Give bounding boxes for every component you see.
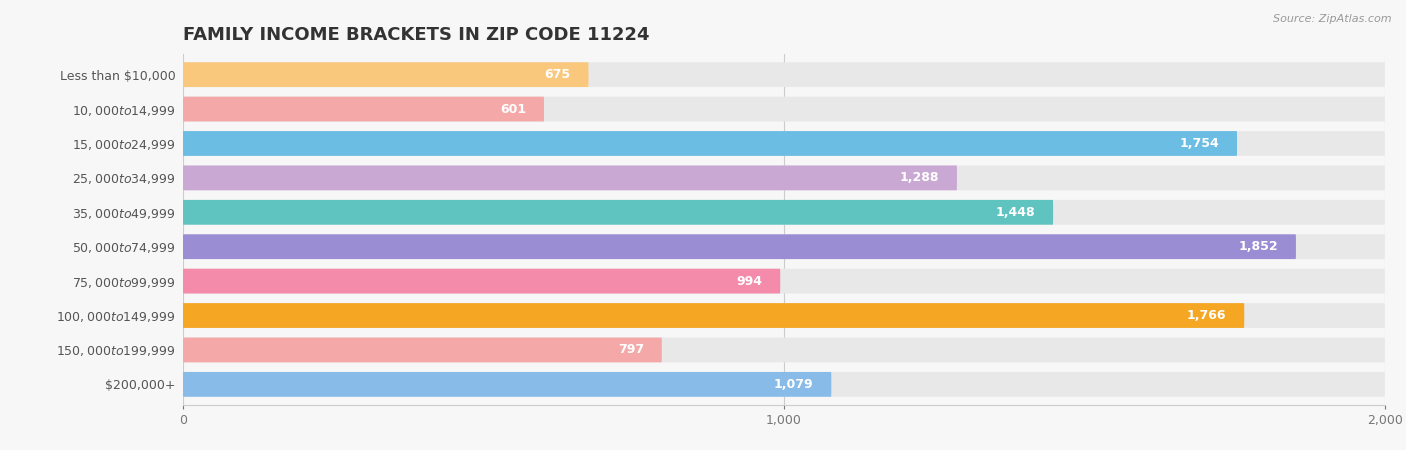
Text: 1,754: 1,754 — [1180, 137, 1219, 150]
FancyBboxPatch shape — [183, 166, 957, 190]
FancyBboxPatch shape — [183, 234, 1385, 259]
Text: FAMILY INCOME BRACKETS IN ZIP CODE 11224: FAMILY INCOME BRACKETS IN ZIP CODE 11224 — [183, 26, 650, 44]
Text: 1,766: 1,766 — [1187, 309, 1226, 322]
FancyBboxPatch shape — [183, 97, 1385, 122]
FancyBboxPatch shape — [183, 200, 1385, 225]
FancyBboxPatch shape — [183, 303, 1385, 328]
FancyBboxPatch shape — [183, 97, 544, 122]
Text: 1,448: 1,448 — [995, 206, 1035, 219]
Text: 994: 994 — [737, 274, 762, 288]
FancyBboxPatch shape — [183, 372, 1385, 397]
FancyBboxPatch shape — [183, 338, 1385, 362]
Text: 1,288: 1,288 — [900, 171, 939, 184]
Text: Source: ZipAtlas.com: Source: ZipAtlas.com — [1274, 14, 1392, 23]
Text: 797: 797 — [617, 343, 644, 356]
FancyBboxPatch shape — [183, 62, 1385, 87]
FancyBboxPatch shape — [183, 166, 1385, 190]
FancyBboxPatch shape — [183, 200, 1053, 225]
FancyBboxPatch shape — [183, 131, 1385, 156]
FancyBboxPatch shape — [183, 338, 662, 362]
FancyBboxPatch shape — [183, 372, 831, 397]
FancyBboxPatch shape — [183, 269, 1385, 293]
FancyBboxPatch shape — [183, 269, 780, 293]
Text: 1,852: 1,852 — [1239, 240, 1278, 253]
FancyBboxPatch shape — [183, 131, 1237, 156]
Text: 675: 675 — [544, 68, 571, 81]
FancyBboxPatch shape — [183, 62, 589, 87]
Text: 1,079: 1,079 — [773, 378, 813, 391]
Text: 601: 601 — [501, 103, 526, 116]
FancyBboxPatch shape — [183, 303, 1244, 328]
FancyBboxPatch shape — [183, 234, 1296, 259]
